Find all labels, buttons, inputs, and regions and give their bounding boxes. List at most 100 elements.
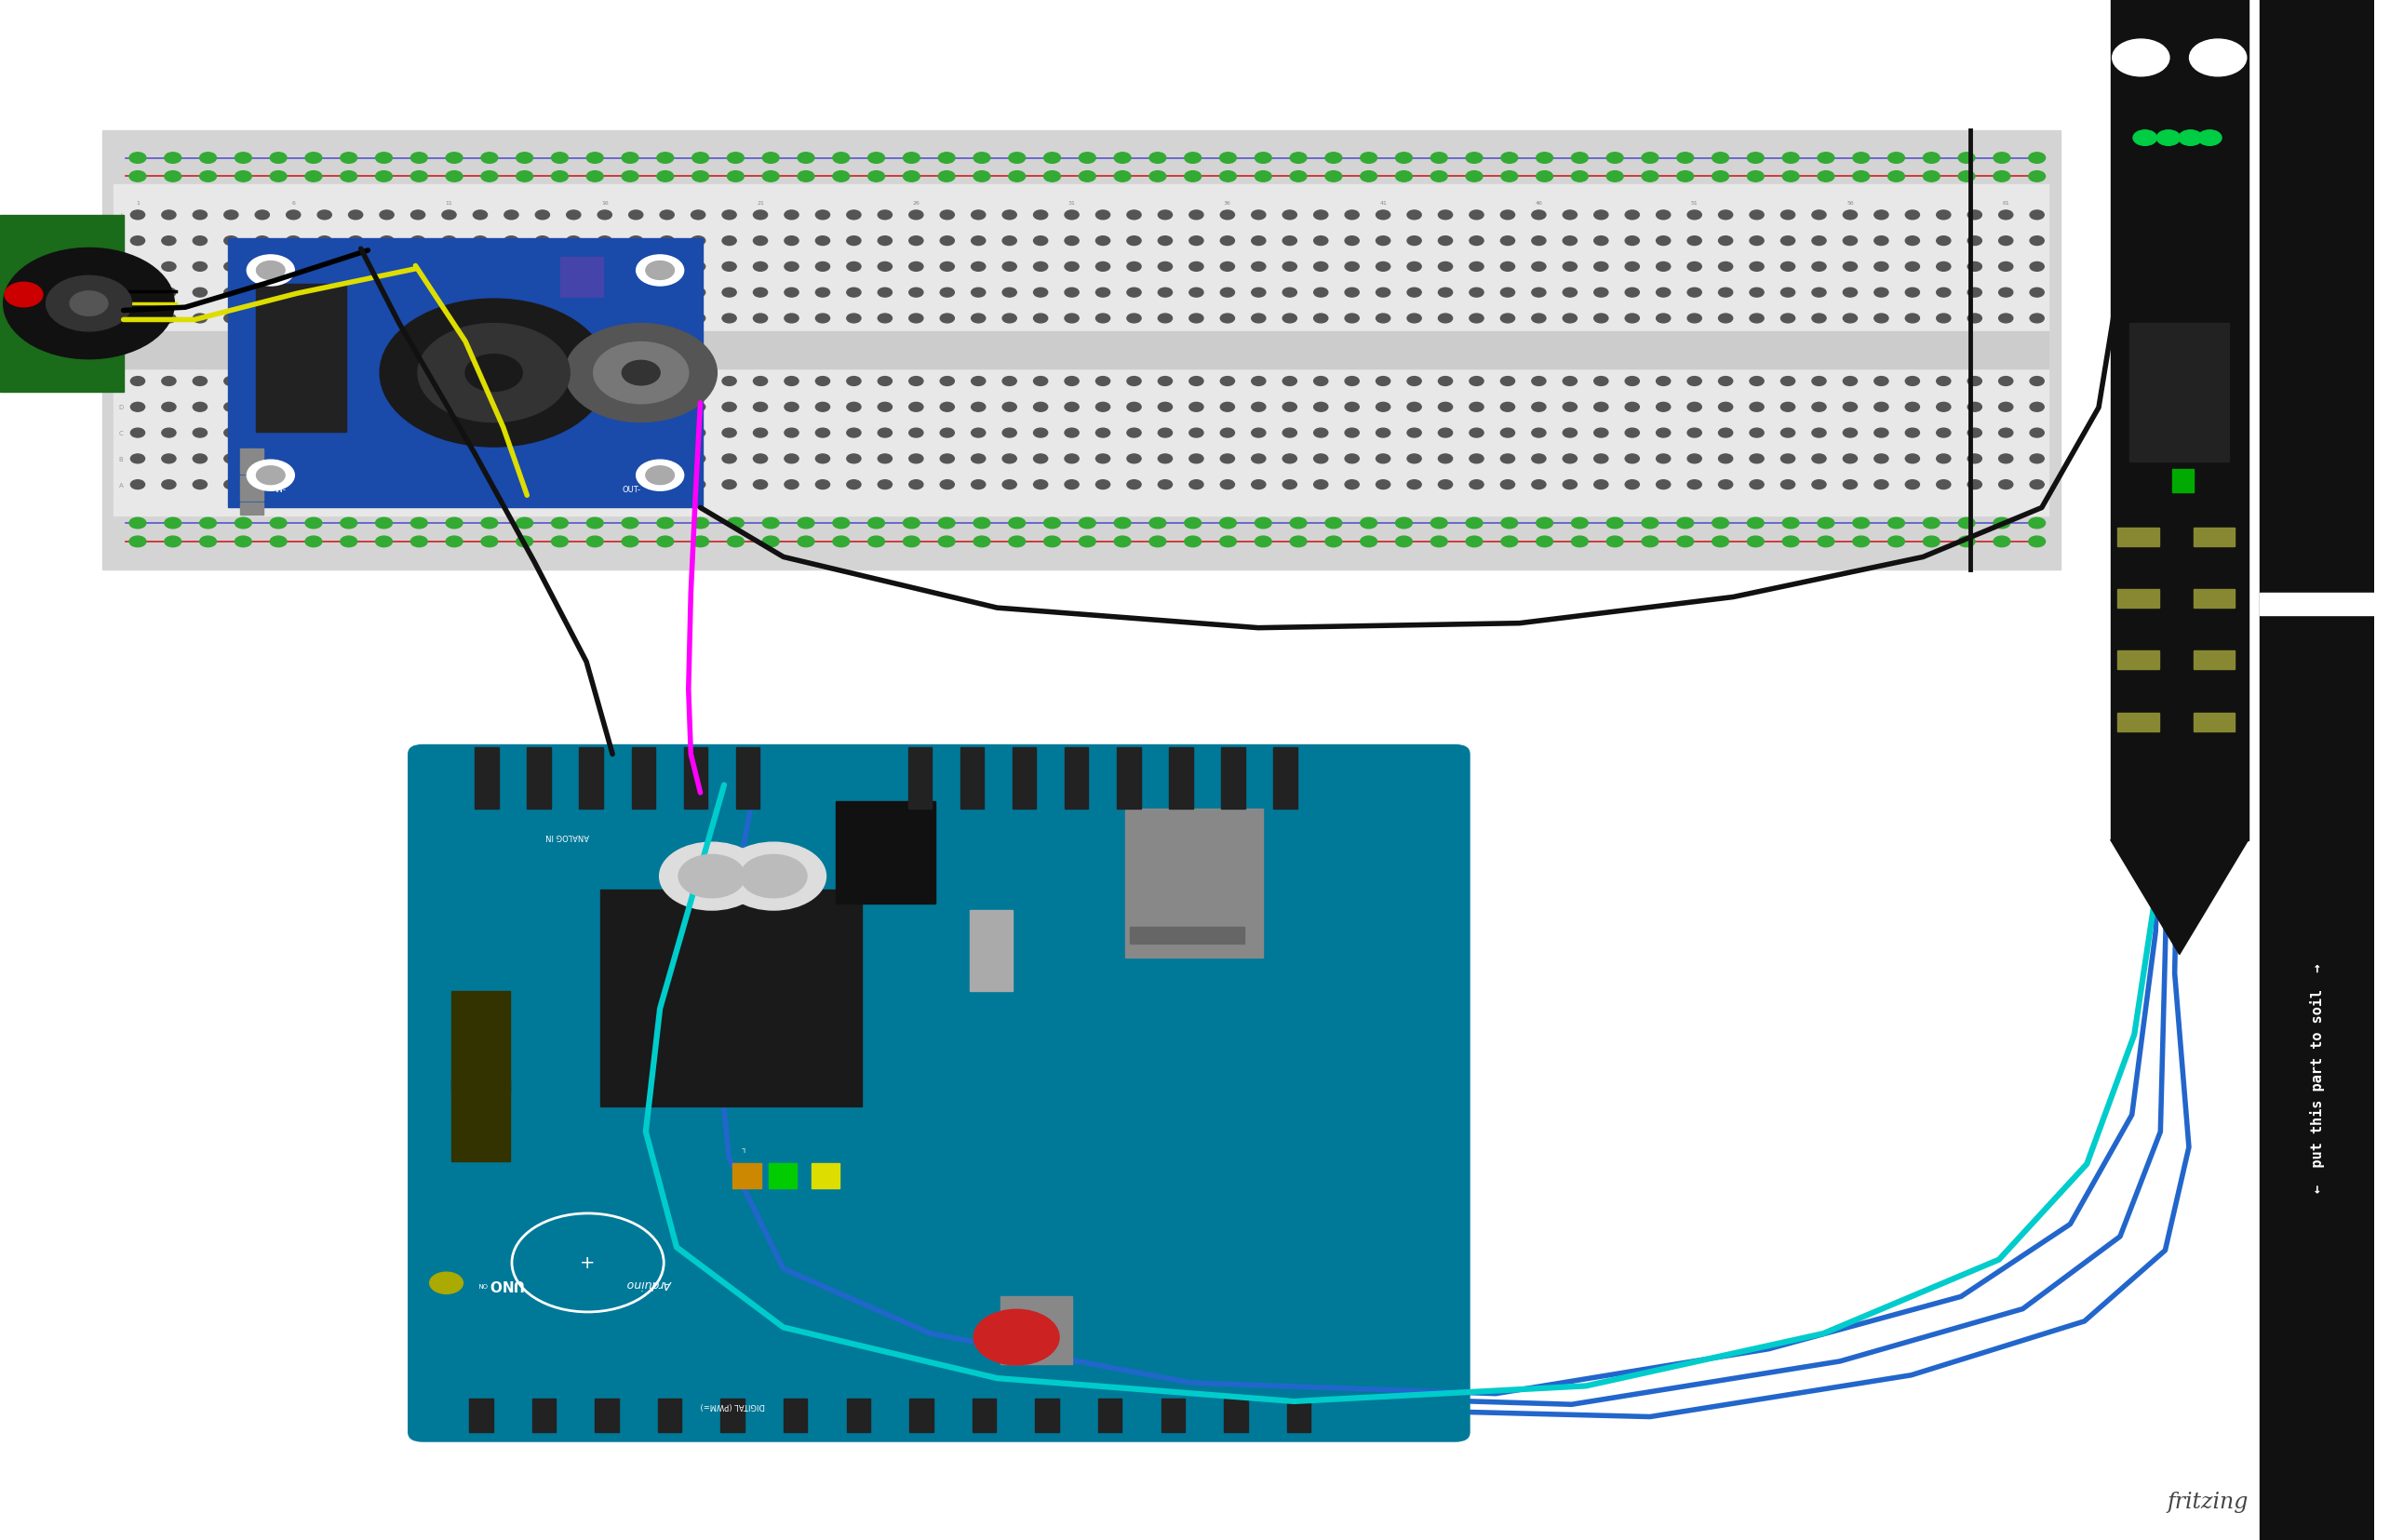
Circle shape [1656,288,1671,297]
Circle shape [1377,288,1391,297]
Circle shape [877,403,891,413]
Circle shape [1252,263,1267,273]
Circle shape [1185,517,1202,530]
Circle shape [1993,154,2010,165]
Circle shape [1594,480,1608,490]
Circle shape [1905,263,1919,273]
Circle shape [442,403,456,413]
Circle shape [660,377,674,387]
Circle shape [722,263,736,273]
Circle shape [1967,377,1981,387]
Circle shape [1001,377,1016,387]
Circle shape [1001,480,1016,490]
Circle shape [1097,288,1109,297]
Circle shape [447,172,464,183]
Circle shape [753,288,767,297]
Circle shape [2199,131,2223,146]
Circle shape [411,454,425,464]
Circle shape [1128,288,1140,297]
Circle shape [1563,263,1577,273]
Bar [2261,593,2373,616]
Circle shape [908,211,923,220]
Bar [1126,808,1262,958]
Circle shape [2029,263,2043,273]
Circle shape [815,263,829,273]
Circle shape [784,211,798,220]
Circle shape [1001,237,1016,246]
Bar [239,462,263,474]
Circle shape [1532,428,1546,437]
Circle shape [442,377,456,387]
Circle shape [1432,517,1448,530]
Circle shape [877,263,891,273]
Circle shape [1346,428,1360,437]
Circle shape [163,211,177,220]
Circle shape [69,293,108,317]
Circle shape [480,154,497,165]
Circle shape [1128,211,1140,220]
Circle shape [1843,377,1857,387]
Bar [631,748,655,808]
Circle shape [225,314,239,323]
Circle shape [1993,536,2010,547]
Circle shape [727,536,743,547]
Circle shape [566,314,581,323]
Circle shape [1044,517,1061,530]
Bar [595,1398,619,1432]
Bar [736,748,760,808]
Circle shape [598,480,612,490]
Circle shape [349,480,363,490]
Text: B: B [120,456,124,462]
Circle shape [939,480,954,490]
Circle shape [1749,288,1764,297]
Circle shape [1905,403,1919,413]
Circle shape [1625,454,1640,464]
Circle shape [1150,172,1166,183]
Circle shape [1852,154,1869,165]
Circle shape [1009,536,1025,547]
Circle shape [1465,517,1482,530]
Circle shape [1563,428,1577,437]
Circle shape [1998,314,2012,323]
Circle shape [846,314,860,323]
Circle shape [970,211,985,220]
Text: 16: 16 [602,200,609,206]
Circle shape [1470,428,1484,437]
Circle shape [1439,403,1453,413]
Circle shape [660,211,674,220]
Circle shape [1563,377,1577,387]
Circle shape [1998,288,2012,297]
Circle shape [1190,314,1205,323]
Circle shape [727,172,743,183]
Circle shape [1360,154,1377,165]
Circle shape [256,237,270,246]
Circle shape [1687,480,1702,490]
Circle shape [1687,288,1702,297]
Circle shape [629,480,643,490]
Circle shape [762,154,779,165]
Circle shape [131,480,146,490]
Circle shape [877,314,891,323]
Circle shape [131,314,146,323]
Circle shape [411,377,425,387]
Circle shape [1097,211,1109,220]
Circle shape [1852,536,1869,547]
Circle shape [256,377,270,387]
Circle shape [287,237,301,246]
Circle shape [2029,172,2046,183]
Circle shape [1190,288,1205,297]
Circle shape [784,403,798,413]
Circle shape [629,263,643,273]
Circle shape [1812,454,1826,464]
Circle shape [1252,288,1267,297]
Circle shape [1936,480,1950,490]
Circle shape [1032,377,1047,387]
Circle shape [1874,480,1888,490]
Circle shape [256,314,270,323]
Circle shape [832,172,848,183]
Circle shape [1687,211,1702,220]
Circle shape [1324,154,1341,165]
Circle shape [163,237,177,246]
Circle shape [349,211,363,220]
Circle shape [1190,377,1205,387]
